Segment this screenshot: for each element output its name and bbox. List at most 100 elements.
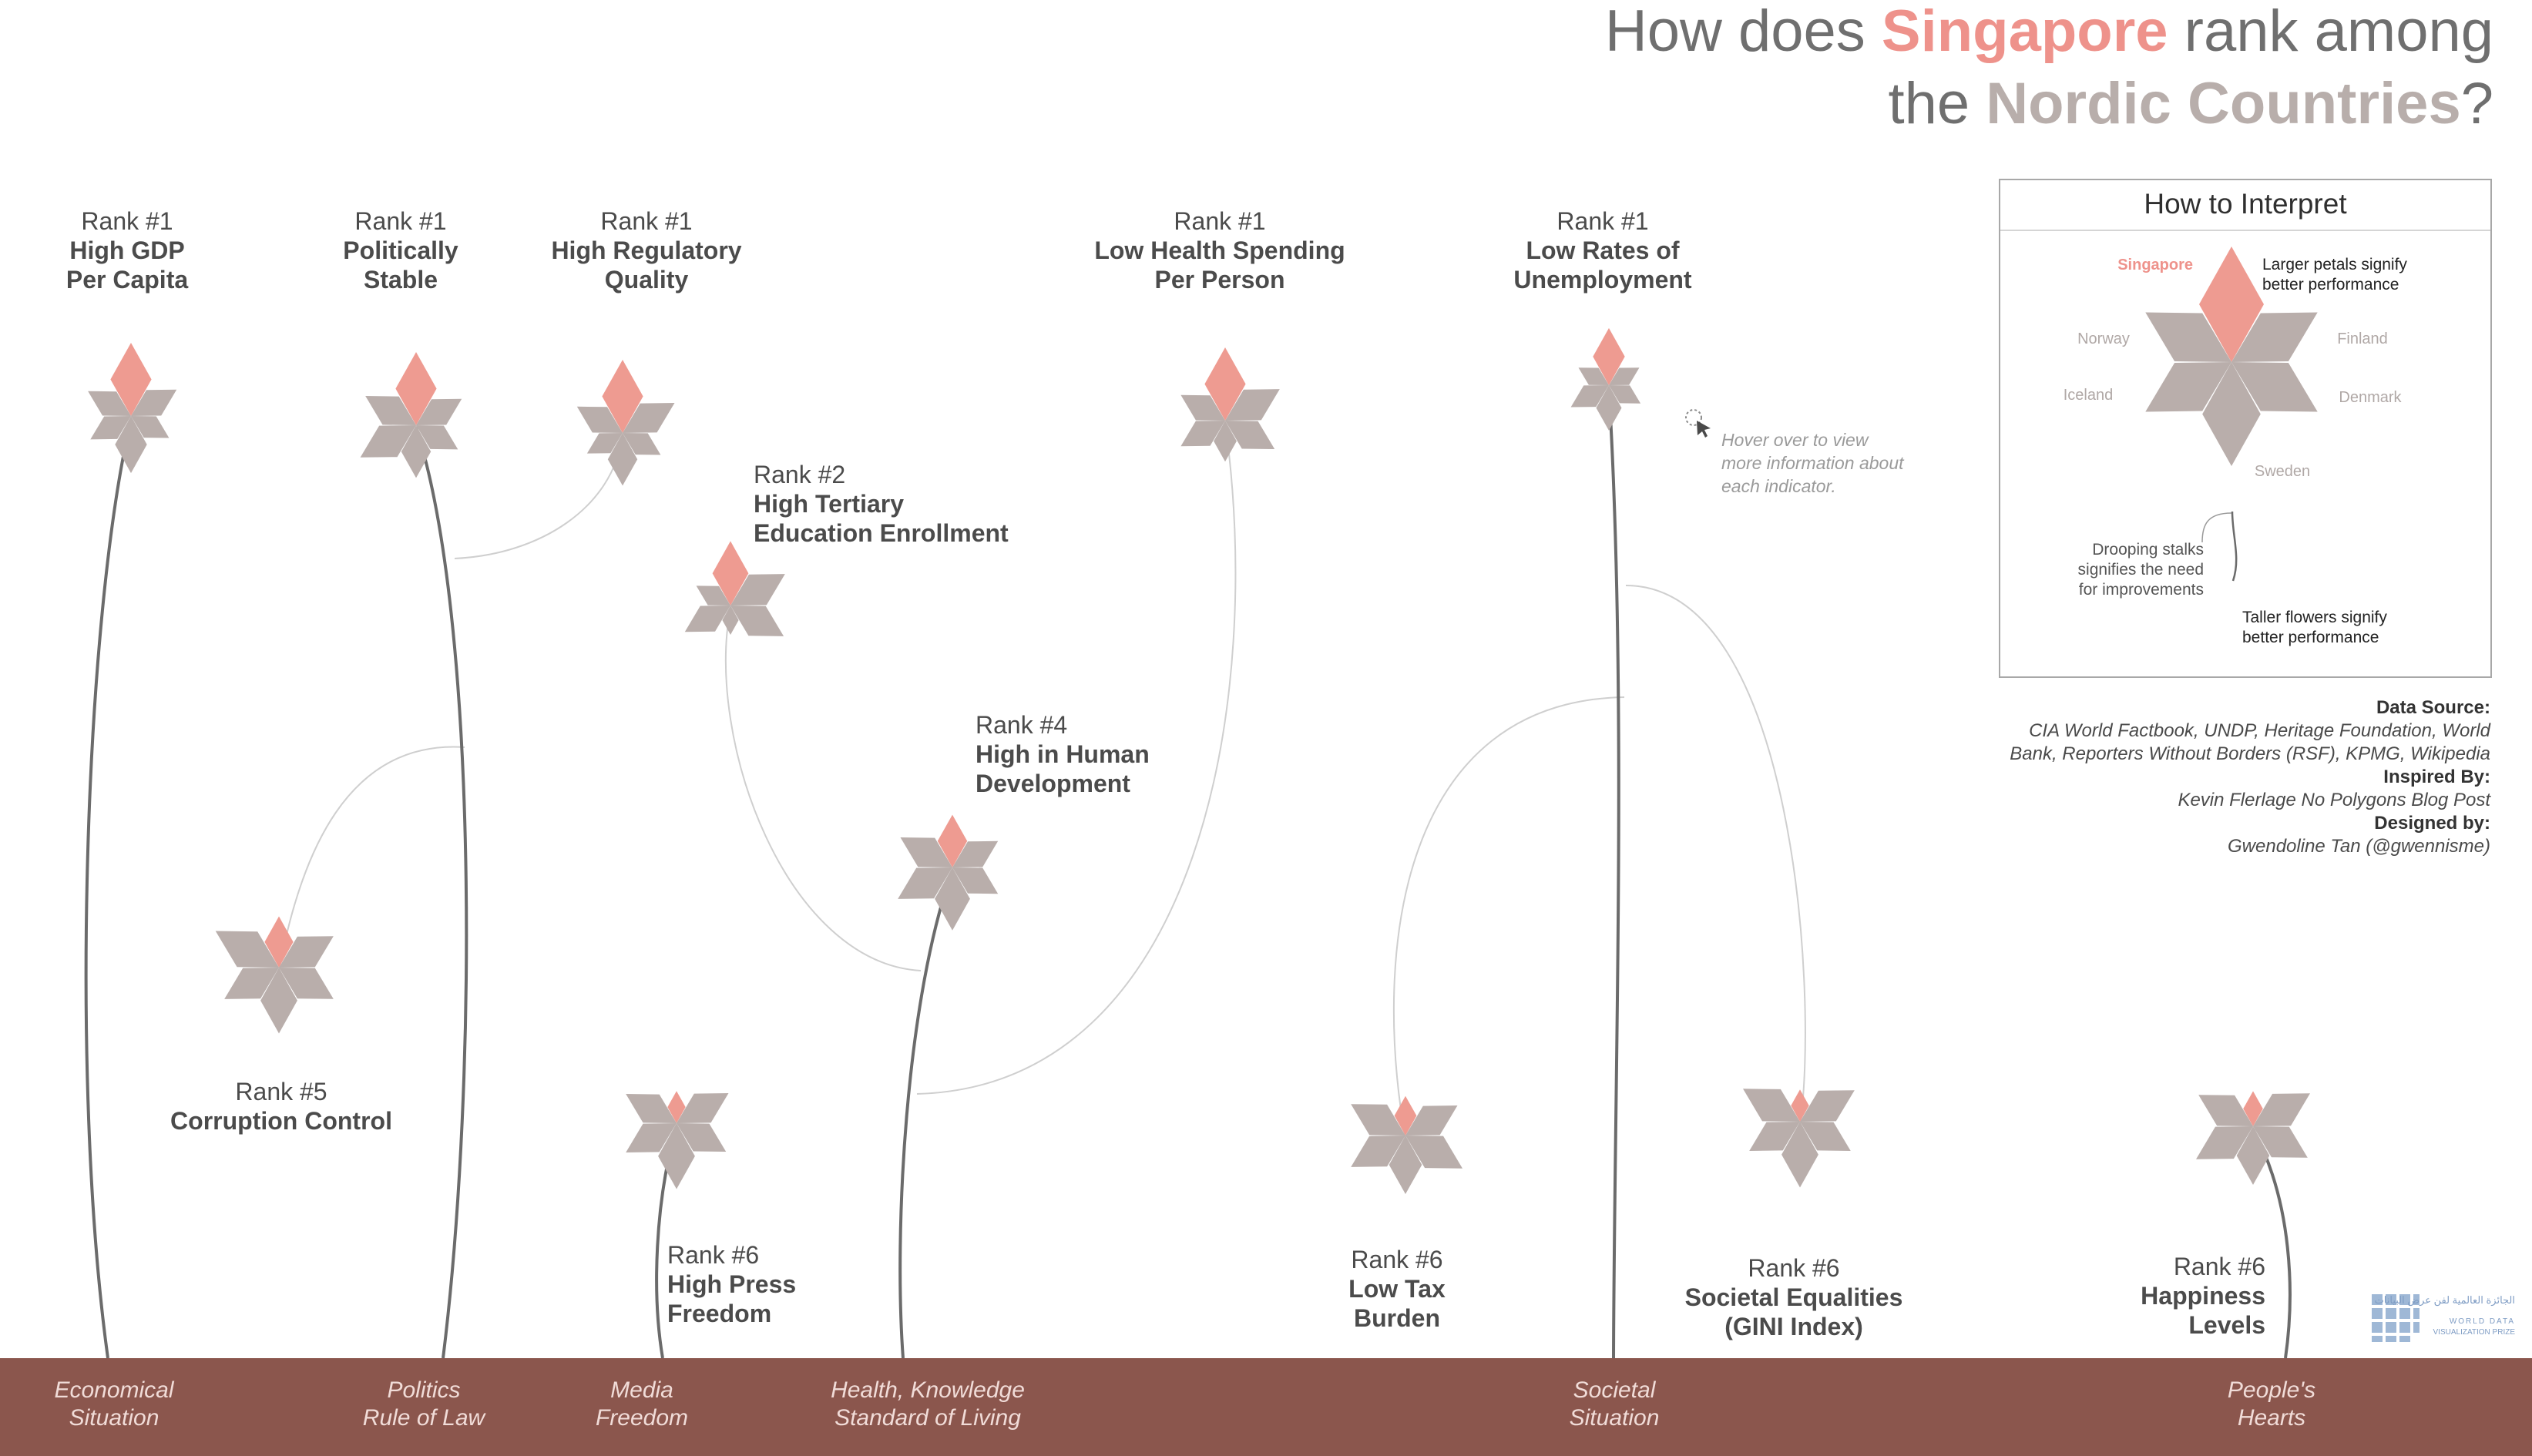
petal-iceland — [90, 416, 131, 440]
flower-happiness[interactable] — [2196, 1091, 2310, 1185]
flower-gdp[interactable] — [88, 343, 177, 474]
connector-gini — [1625, 585, 1806, 1126]
rank-text: Rank #1 — [600, 207, 693, 235]
petal-finland — [131, 389, 177, 416]
category-line1: Societal — [1573, 1377, 1656, 1403]
flower-regulatory[interactable] — [576, 360, 675, 486]
logo-line1: WORLD DATA — [2450, 1317, 2515, 1326]
connector-corruption — [278, 746, 465, 971]
indicator-label-hdi[interactable]: Rank #4 High in Human Development — [976, 710, 1237, 798]
indicator-label-press[interactable]: Rank #6 High Press Freedom — [667, 1240, 868, 1328]
hover-cursor-icon — [1685, 409, 1711, 438]
petal-norway — [2198, 1095, 2253, 1126]
stem-gdp — [84, 419, 133, 1359]
petal-iceland — [586, 433, 623, 454]
ground-bar — [0, 1358, 2532, 1456]
title-line2-prefix: the — [1888, 71, 1986, 136]
flower-gini[interactable] — [1743, 1089, 1855, 1188]
indicator-name-line1: High GDP — [69, 237, 185, 264]
petal-iceland — [360, 425, 416, 458]
legend-petal-norway — [2145, 312, 2231, 362]
petal-iceland — [224, 968, 279, 999]
flower-tax[interactable] — [1351, 1095, 1462, 1194]
flower-unemployment[interactable] — [1570, 327, 1641, 431]
indicator-label-health-spend[interactable]: Rank #1 Low Health Spending Per Person — [1079, 206, 1361, 294]
page-title: How does Singapore rank among the Nordic… — [1605, 0, 2493, 140]
credits-designed-label: Designed by: — [2374, 813, 2490, 834]
legend-flower: Singapore Norway Iceland Finland Denmark… — [2064, 247, 2407, 646]
petal-denmark — [1609, 385, 1641, 404]
indicator-name-line2: Quality — [604, 266, 689, 294]
petal-finland — [416, 398, 462, 425]
petal-norway — [1743, 1089, 1800, 1122]
legend-stem — [2231, 511, 2238, 582]
petal-iceland — [1180, 421, 1225, 447]
petal-iceland — [684, 606, 730, 632]
indicator-label-regulatory[interactable]: Rank #1 High Regulatory Quality — [524, 206, 769, 294]
petal-singapore — [264, 916, 294, 968]
indicator-name-line2: Freedom — [667, 1300, 772, 1327]
indicator-label-tax[interactable]: Rank #6 Low Tax Burden — [1318, 1245, 1476, 1333]
indicator-label-political[interactable]: Rank #1 Politically Stable — [308, 206, 493, 294]
legend-singapore-label: Singapore — [2117, 257, 2193, 273]
connector-lines — [278, 423, 1806, 1139]
indicator-label-corruption[interactable]: Rank #5 Corruption Control — [146, 1077, 416, 1136]
credits-inspired-label: Inspired By: — [2383, 767, 2490, 787]
flower-corruption[interactable] — [215, 916, 334, 1034]
petal-norway — [900, 837, 952, 867]
title-line-1: How does Singapore rank among — [1605, 0, 2493, 68]
petal-iceland — [2196, 1126, 2253, 1159]
indicator-label-gdp[interactable]: Rank #1 High GDP Per Capita — [39, 206, 216, 294]
title-prefix: How does — [1604, 0, 1882, 64]
petal-iceland — [1351, 1136, 1405, 1167]
indicator-label-unemployment[interactable]: Rank #1 Low Rates of Unemployment — [1487, 206, 1718, 294]
indicator-label-gini[interactable]: Rank #6 Societal Equalities (GINI Index) — [1672, 1253, 1916, 1341]
flower-press[interactable] — [626, 1091, 729, 1189]
petal-finland — [1609, 367, 1640, 385]
flower-political[interactable] — [360, 352, 462, 478]
flower-stems — [84, 388, 2292, 1359]
category-health: Health, Knowledge Standard of Living — [804, 1377, 1051, 1432]
hover-hint-line3: each indicator. — [1721, 476, 1836, 496]
legend-drooping-line1: Drooping stalks — [2092, 541, 2204, 559]
indicator-name-line1: High Regulatory — [551, 237, 742, 264]
indicator-name-line2: Education Enrollment — [754, 519, 1009, 547]
petal-denmark — [279, 968, 334, 999]
petal-sweden — [115, 416, 147, 474]
category-line2: Situation — [1569, 1405, 1660, 1431]
petal-denmark — [2253, 1126, 2308, 1158]
flower-hdi[interactable] — [898, 814, 999, 931]
category-line1: Politics — [387, 1377, 461, 1403]
petal-sweden — [722, 606, 739, 635]
flower-tertiary[interactable] — [684, 541, 785, 636]
indicator-name-line1: Politically — [343, 237, 458, 264]
indicator-label-tertiary[interactable]: Rank #2 High Tertiary Education Enrollme… — [754, 460, 1062, 548]
indicator-name-line2: Unemployment — [1513, 266, 1692, 294]
indicator-name-line1: Low Tax — [1348, 1275, 1446, 1303]
legend-panel: Singapore Norway Iceland Finland Denmark… — [1999, 179, 2492, 678]
indicator-label-happiness[interactable]: Rank #6 Happiness Levels — [2003, 1252, 2265, 1340]
indicator-name-line2: Development — [976, 770, 1130, 797]
petal-finland — [1800, 1090, 1855, 1122]
petal-singapore — [1204, 347, 1246, 421]
category-societal: Societal Situation — [1526, 1377, 1703, 1432]
indicator-name-line2: (GINI Index) — [1724, 1313, 1863, 1340]
indicator-name-line1: Low Health Spending — [1094, 237, 1345, 264]
credits-source-label: Data Source: — [2376, 697, 2490, 718]
indicator-name-line1: Societal Equalities — [1684, 1283, 1903, 1311]
petal-norway — [1180, 394, 1225, 421]
category-hearts: People's Hearts — [2181, 1377, 2362, 1432]
petal-denmark — [1225, 421, 1275, 449]
flower-health_spend[interactable] — [1180, 347, 1280, 462]
petal-denmark — [952, 867, 999, 894]
title-singapore: Singapore — [1881, 0, 2168, 64]
petal-sweden — [607, 433, 638, 486]
petal-iceland — [626, 1123, 677, 1152]
rank-text: Rank #1 — [1556, 207, 1649, 235]
indicator-name-line1: High Tertiary — [754, 490, 904, 518]
rank-text: Rank #5 — [235, 1078, 327, 1105]
hover-hint: Hover over to view more information abou… — [1721, 428, 1953, 498]
legend-title: How to Interpret — [2144, 188, 2347, 220]
